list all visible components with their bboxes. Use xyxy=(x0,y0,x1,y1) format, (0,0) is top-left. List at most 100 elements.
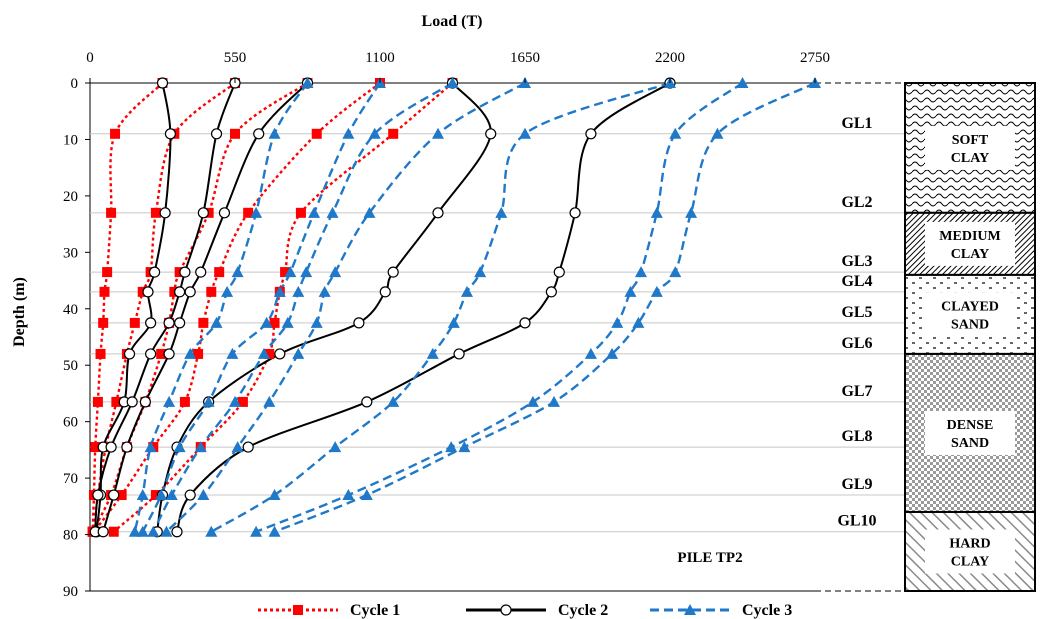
cycle-3-point xyxy=(205,525,218,537)
cycle-1-point xyxy=(98,317,109,328)
cycle-1-point xyxy=(214,267,225,278)
gauge-level-label: GL5 xyxy=(841,304,872,321)
cycle-3-line xyxy=(165,81,526,533)
cycle-1-point xyxy=(388,128,399,139)
cycle-3-point xyxy=(300,266,313,278)
cycle-1-point xyxy=(129,317,140,328)
gauge-level-label: GL4 xyxy=(841,273,872,290)
cycle-3-point xyxy=(202,395,215,407)
cycle-2-point xyxy=(97,526,109,538)
cycle-2-line xyxy=(94,82,236,532)
cycle-1-point xyxy=(90,442,101,453)
cycle-3-point xyxy=(268,489,281,501)
legend-cycle-2-label: Cycle 2 xyxy=(558,602,608,619)
cycle-1-point xyxy=(193,348,204,359)
cycle-3-point xyxy=(606,347,618,359)
cycle-2-point xyxy=(387,266,399,278)
gauge-level-label: GL2 xyxy=(841,194,872,211)
y-tick-label: 70 xyxy=(63,471,78,487)
soil-label-word: SOFT xyxy=(952,133,989,148)
cycle-2-point xyxy=(553,266,565,278)
cycle-3-point xyxy=(229,395,241,407)
cycle-1-point xyxy=(311,128,322,139)
cycle-2-point xyxy=(159,207,171,219)
soil-label-bg xyxy=(925,410,1015,455)
cycle-3-point xyxy=(360,489,373,501)
cycle-2-point xyxy=(184,286,196,298)
soil-label-bg xyxy=(925,221,1015,266)
gauge-level-label: GL3 xyxy=(841,253,872,270)
cycle-1-point xyxy=(198,317,209,328)
soil-layer-label: CLAYED SAND xyxy=(941,299,999,332)
x-tick-label: 0 xyxy=(86,50,94,66)
cycle-1-line xyxy=(112,82,454,533)
cycle-2-point xyxy=(519,317,531,329)
cycle-1-line xyxy=(91,82,164,532)
cycle-2-point xyxy=(569,207,581,219)
cycle-3-point xyxy=(281,316,294,328)
cycle-1-point xyxy=(269,317,280,328)
y-tick-label: 50 xyxy=(63,358,78,374)
cycle-2-point xyxy=(210,128,223,140)
cycle-3-point xyxy=(611,316,624,328)
cycle-3-line xyxy=(274,81,816,533)
cycle-2-point xyxy=(92,489,104,501)
pile-label: PILE TP2 xyxy=(677,550,742,566)
cycle-3-point xyxy=(363,206,376,218)
cycle-1-point xyxy=(111,396,122,407)
cycle-3-point xyxy=(584,347,597,359)
cycle-3-point xyxy=(221,285,234,297)
gauge-level-label: GL7 xyxy=(841,383,872,400)
cycle-3-line xyxy=(141,82,382,533)
cycle-3-point xyxy=(184,347,197,359)
x-tick-label: 1650 xyxy=(510,50,540,66)
cycle-2-line xyxy=(102,82,309,533)
cycle-1-point xyxy=(295,207,306,218)
gauge-level-label: GL6 xyxy=(841,335,872,352)
cycle-3-point xyxy=(292,347,305,359)
y-tick-label: 0 xyxy=(71,76,79,92)
cycle-3-point xyxy=(250,525,263,537)
cycle-2-point xyxy=(453,348,465,360)
cycle-2-point xyxy=(485,128,497,140)
cycle-3-point xyxy=(445,441,458,453)
cycle-2-point xyxy=(156,77,169,89)
cycle-3-point xyxy=(669,127,682,139)
y-tick-label: 80 xyxy=(63,528,78,544)
cycle-3-point xyxy=(495,206,508,218)
y-tick-label: 30 xyxy=(63,245,78,261)
cycle-3-point xyxy=(292,285,305,297)
soil-layer-label: SOFT CLAY xyxy=(951,133,989,166)
cycle-3-point xyxy=(165,489,178,501)
soil-label-word: MEDIUM xyxy=(939,229,1000,244)
legend-cycle-1-marker xyxy=(293,605,303,615)
cycle-3-point xyxy=(447,316,460,328)
gauge-level-label: GL10 xyxy=(837,513,876,530)
cycle-3-point xyxy=(446,77,459,88)
cycle-3-line xyxy=(152,81,454,533)
cycle-3-point xyxy=(210,316,223,328)
cycle-1-point xyxy=(150,207,161,218)
x-tick-label: 2200 xyxy=(655,50,685,66)
gauge-level-label: GL8 xyxy=(841,428,872,445)
cycle-2-point xyxy=(163,317,175,329)
cycle-3-point xyxy=(711,127,724,139)
gauge-level-label: GL9 xyxy=(841,476,872,493)
cycle-3-point xyxy=(426,347,439,359)
cycle-2-point xyxy=(163,348,175,360)
y-tick-label: 90 xyxy=(63,584,78,600)
legend-cycle-2-marker xyxy=(500,604,512,616)
cycle-3-point xyxy=(342,127,355,139)
y-tick-label: 40 xyxy=(63,302,78,318)
cycle-2-point xyxy=(108,489,120,501)
y-tick-label: 10 xyxy=(63,132,78,148)
cycle-1-point xyxy=(243,207,254,218)
legend-cycle-3-label: Cycle 3 xyxy=(742,602,792,619)
cycle-3-point xyxy=(650,206,663,218)
cycle-3-point xyxy=(136,489,149,501)
cycle-3-point xyxy=(342,489,355,501)
cycle-3-point xyxy=(260,316,273,328)
soil-label-word: SAND xyxy=(951,317,989,332)
legend-cycle-3-marker xyxy=(684,604,696,615)
